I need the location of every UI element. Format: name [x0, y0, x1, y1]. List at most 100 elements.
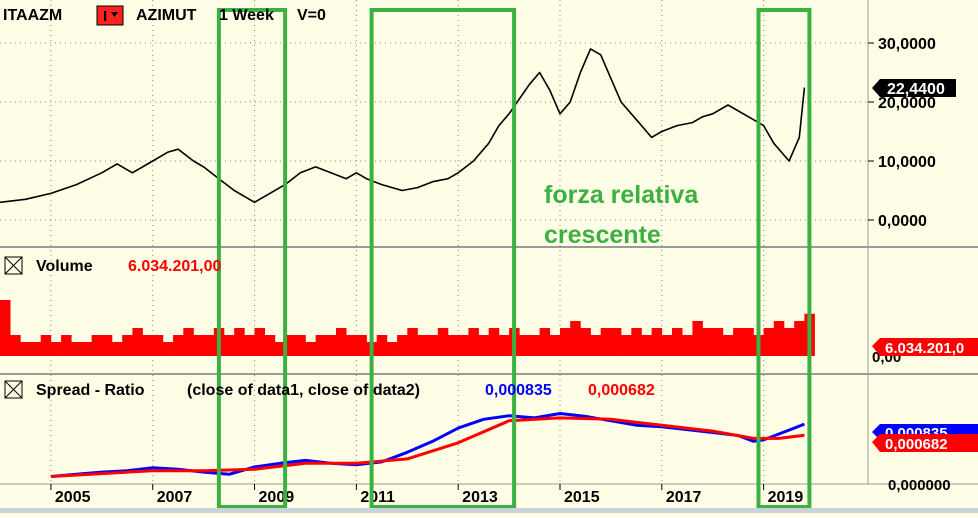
- ratio-value-red: 0,000682: [588, 382, 655, 399]
- year-tick-label: 2011: [360, 489, 395, 506]
- volume-panel-value: 6.034.201,00: [128, 258, 222, 275]
- volume-bar: [386, 342, 398, 356]
- price-axis-ticks: 30,0000 20,0000 10,0000 0,0000: [868, 36, 936, 230]
- volume-bar: [285, 335, 296, 356]
- dropdown-arrow-icon: [111, 12, 118, 17]
- volume-bar: [346, 335, 357, 356]
- volume-bar: [672, 328, 683, 356]
- volume-bar: [794, 321, 805, 356]
- volume-bar: [590, 335, 601, 356]
- volume-bar: [458, 335, 469, 356]
- volume-bar: [784, 328, 795, 356]
- ratio-red-badge: [872, 434, 978, 452]
- volume-close-button[interactable]: [4, 256, 23, 275]
- volume-bar: [437, 328, 449, 356]
- close-icon: [4, 380, 23, 399]
- volume-bar: [152, 335, 164, 356]
- volume-value-badge: [872, 338, 978, 356]
- volume-bar: [30, 342, 41, 356]
- volume-bar: [112, 342, 123, 356]
- year-tick-label: 2009: [259, 489, 295, 506]
- volume-bar: [61, 335, 72, 356]
- year-tick-label: 2013: [462, 489, 498, 506]
- last-price-badge: [872, 79, 956, 97]
- ratio-panel-params: (close of data1, close of data2): [187, 382, 420, 399]
- volume-bar: [549, 335, 561, 356]
- volume-bar: [224, 335, 235, 356]
- volume-bar: [0, 300, 11, 356]
- volume-bar: [682, 335, 693, 356]
- volume-bar: [132, 328, 143, 356]
- price-series: [0, 48, 806, 204]
- volume-bar: [244, 335, 255, 356]
- volume-bar: [702, 328, 713, 356]
- volume-bar: [10, 335, 21, 356]
- year-tick-label: 2017: [666, 489, 702, 506]
- volume-bar: [641, 335, 652, 356]
- volume-bar: [274, 342, 286, 356]
- interval-label: 1 Week: [219, 7, 274, 24]
- volume-bar: [122, 335, 133, 356]
- highlight-box: [756, 8, 812, 509]
- volume-bar: [234, 328, 245, 356]
- volume-bar: [773, 321, 785, 356]
- volume-bar: [20, 342, 31, 356]
- volume-bar: [621, 335, 632, 356]
- volume-bar: [600, 328, 612, 356]
- volume-bar: [631, 328, 642, 356]
- volume-bar: [661, 335, 673, 356]
- volume-bar: [264, 335, 276, 356]
- volume-bar: [539, 328, 551, 356]
- volume-bar: [560, 328, 571, 356]
- volume-bar: [498, 335, 510, 356]
- volume-bar: [40, 335, 52, 356]
- series-dropdown-glyph: I: [103, 8, 107, 25]
- volume-bar: [336, 328, 347, 356]
- volume-bar: [397, 335, 408, 356]
- ratio-average-line: [50, 416, 805, 478]
- volume-bar: [570, 321, 581, 356]
- year-tick-label: 2005: [55, 489, 91, 506]
- volume-bar: [81, 342, 92, 356]
- ratio-close-button[interactable]: [4, 380, 23, 399]
- volume-bar: [743, 328, 754, 356]
- price-tick-label: 30,0000: [878, 36, 936, 53]
- volume-bar: [651, 328, 663, 356]
- price-tick-label: 10,0000: [878, 154, 936, 171]
- grid-lines: [0, 0, 868, 484]
- volume-bar: [71, 342, 82, 356]
- volume-bar: [162, 342, 174, 356]
- year-tick-label: 2019: [768, 489, 804, 506]
- volume-bar: [733, 328, 744, 356]
- ratio-red-badge-value: 0,000682: [885, 436, 948, 453]
- price-tick-label: 20,0000: [878, 95, 936, 112]
- horizontal-scrollbar[interactable]: [0, 508, 978, 513]
- ratio-series: [50, 412, 805, 478]
- volume-bar: [519, 335, 530, 356]
- volume-bar: [712, 328, 724, 356]
- series-dropdown-button[interactable]: [96, 5, 124, 26]
- highlight-box: [369, 8, 517, 509]
- volume-bar: [417, 335, 428, 356]
- price-tick-label: 0,0000: [878, 213, 927, 230]
- ratio-axis-label: 0,000000: [888, 477, 951, 494]
- annotation-line-2: crescente: [544, 221, 661, 249]
- volume-bar: [203, 335, 215, 356]
- last-price-value: 22,4400: [887, 81, 945, 98]
- volume-bar: [315, 335, 327, 356]
- volume-bar: [407, 328, 418, 356]
- volume-bar: [101, 335, 113, 356]
- volume-bar: [305, 342, 316, 356]
- volume-bar: [610, 328, 622, 356]
- x-axis-ticks: 2005 2007 2009 2011 2013 2015 2017 2019: [50, 484, 804, 506]
- volume-bar: [529, 335, 540, 356]
- volume-bar: [468, 328, 479, 356]
- close-icon: [4, 256, 23, 275]
- ratio-value-blue: 0,000835: [485, 382, 552, 399]
- year-tick-label: 2007: [157, 489, 193, 506]
- volume-bar: [376, 335, 388, 356]
- highlight-boxes: [216, 8, 812, 509]
